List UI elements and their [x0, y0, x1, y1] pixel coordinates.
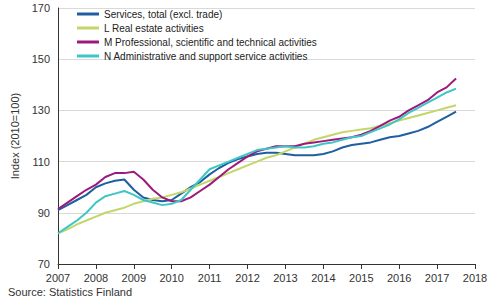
- svg-text:2011: 2011: [198, 272, 222, 284]
- svg-text:2014: 2014: [311, 272, 335, 284]
- svg-text:L Real estate activities: L Real estate activities: [104, 23, 204, 34]
- svg-text:130: 130: [32, 104, 50, 116]
- svg-text:Source: Statistics Finland: Source: Statistics Finland: [8, 286, 132, 298]
- svg-text:2012: 2012: [235, 272, 259, 284]
- svg-text:170: 170: [32, 2, 50, 14]
- svg-text:90: 90: [38, 207, 50, 219]
- svg-text:2016: 2016: [387, 272, 411, 284]
- svg-text:N Administrative and support s: N Administrative and support service act…: [104, 51, 307, 62]
- svg-text:2018: 2018: [463, 272, 487, 284]
- svg-text:2008: 2008: [84, 272, 108, 284]
- svg-text:Index (2010=100): Index (2010=100): [9, 93, 21, 180]
- svg-text:2017: 2017: [425, 272, 449, 284]
- svg-text:Services, total (excl. trade): Services, total (excl. trade): [104, 9, 222, 20]
- svg-text:2010: 2010: [159, 272, 183, 284]
- svg-text:150: 150: [32, 53, 50, 65]
- svg-text:M Professional, scientific and: M Professional, scientific and technical…: [104, 37, 317, 48]
- svg-text:2015: 2015: [349, 272, 373, 284]
- svg-text:70: 70: [38, 258, 50, 270]
- svg-text:2009: 2009: [122, 272, 146, 284]
- svg-text:2007: 2007: [46, 272, 70, 284]
- svg-text:110: 110: [32, 156, 50, 168]
- svg-text:2013: 2013: [273, 272, 297, 284]
